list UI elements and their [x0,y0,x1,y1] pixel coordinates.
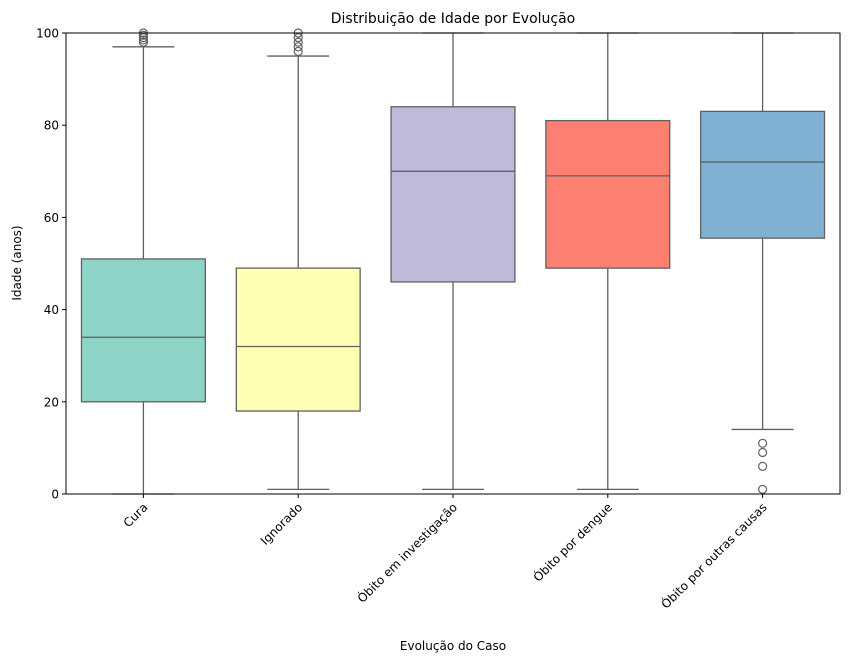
chart-title: Distribuição de Idade por Evolução [331,11,576,27]
outlier-point [293,37,303,47]
y-tick-label: 100 [36,27,59,41]
y-tick-label: 0 [51,488,59,502]
outlier-point [138,33,148,43]
y-tick-label: 60 [44,211,59,225]
outlier-point [757,447,768,458]
y-tick-label: 80 [44,119,59,133]
x-axis-label: Evolução do Caso [400,639,506,653]
box-group-2 [390,32,516,491]
box-iqr [80,258,206,403]
outlier-point [293,46,303,57]
box-iqr [390,106,516,283]
outlier-point [757,438,768,448]
box-group-4 [700,32,826,494]
y-axis-label: Idade (anos) [10,225,24,300]
box-iqr [545,119,671,269]
x-tick-label: Cura [121,500,151,530]
outlier-point [757,461,768,471]
y-tick-label: 20 [44,395,59,409]
box-group-1 [235,28,361,491]
y-tick-label: 40 [44,303,59,317]
outlier-point [293,42,303,52]
box-iqr [235,267,361,412]
outlier-point [138,37,148,47]
x-axis: Cura Ignorado Óbito em investigação Óbito p… [121,494,770,612]
outlier-point [757,484,768,494]
box-group-0 [80,28,206,495]
outlier-point [138,30,148,40]
plot-frame [65,32,841,495]
x-tick-label: Óbito por outras causas [658,500,770,612]
box-iqr [700,110,826,239]
box-group-3 [545,32,671,491]
outlier-point [138,35,148,45]
x-tick-label: Óbito por dengue [530,500,615,585]
plot-area [80,28,826,495]
x-tick-label: Ignorado [258,500,306,548]
outlier-point [293,33,303,43]
x-tick-label: Óbito em investigação [354,500,460,606]
y-axis: 0 20 40 60 80 100 [36,27,66,502]
